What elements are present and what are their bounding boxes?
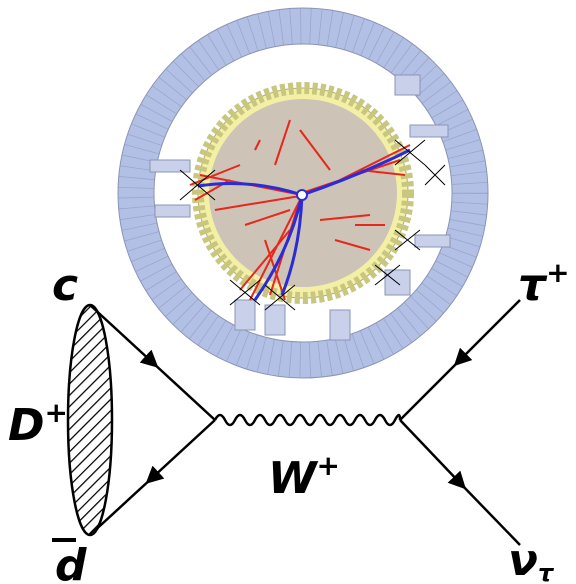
- lepton-line: [460, 300, 520, 360]
- meson-blob: [68, 305, 112, 535]
- quark-line: [152, 362, 215, 420]
- boson-charge: +: [317, 449, 340, 482]
- boson-label: W+: [268, 449, 340, 504]
- w-boson: [215, 415, 400, 425]
- vertex: [297, 190, 307, 200]
- neutrino-symbol: ν: [508, 535, 538, 584]
- neutrino-label: ντ: [508, 535, 555, 584]
- neutrino-line: [400, 420, 460, 483]
- antiquark-line: [152, 420, 215, 478]
- lepton-label: τ+: [518, 256, 570, 311]
- meson-label: D+: [8, 396, 68, 451]
- lepton-symbol: τ: [518, 260, 548, 311]
- meson-charge: +: [45, 396, 68, 429]
- lepton-line: [400, 360, 460, 420]
- meson-symbol: D: [8, 400, 45, 451]
- feynman: [68, 300, 520, 545]
- neutrino-subscript: τ: [538, 559, 555, 584]
- lepton-charge: +: [546, 256, 569, 289]
- boson-symbol: W: [268, 453, 319, 504]
- page: c d D+ W+ τ+ ντ: [0, 0, 576, 584]
- antiquark-label: d: [55, 540, 87, 584]
- quark-label: c: [52, 260, 78, 311]
- event-display: [118, 8, 488, 378]
